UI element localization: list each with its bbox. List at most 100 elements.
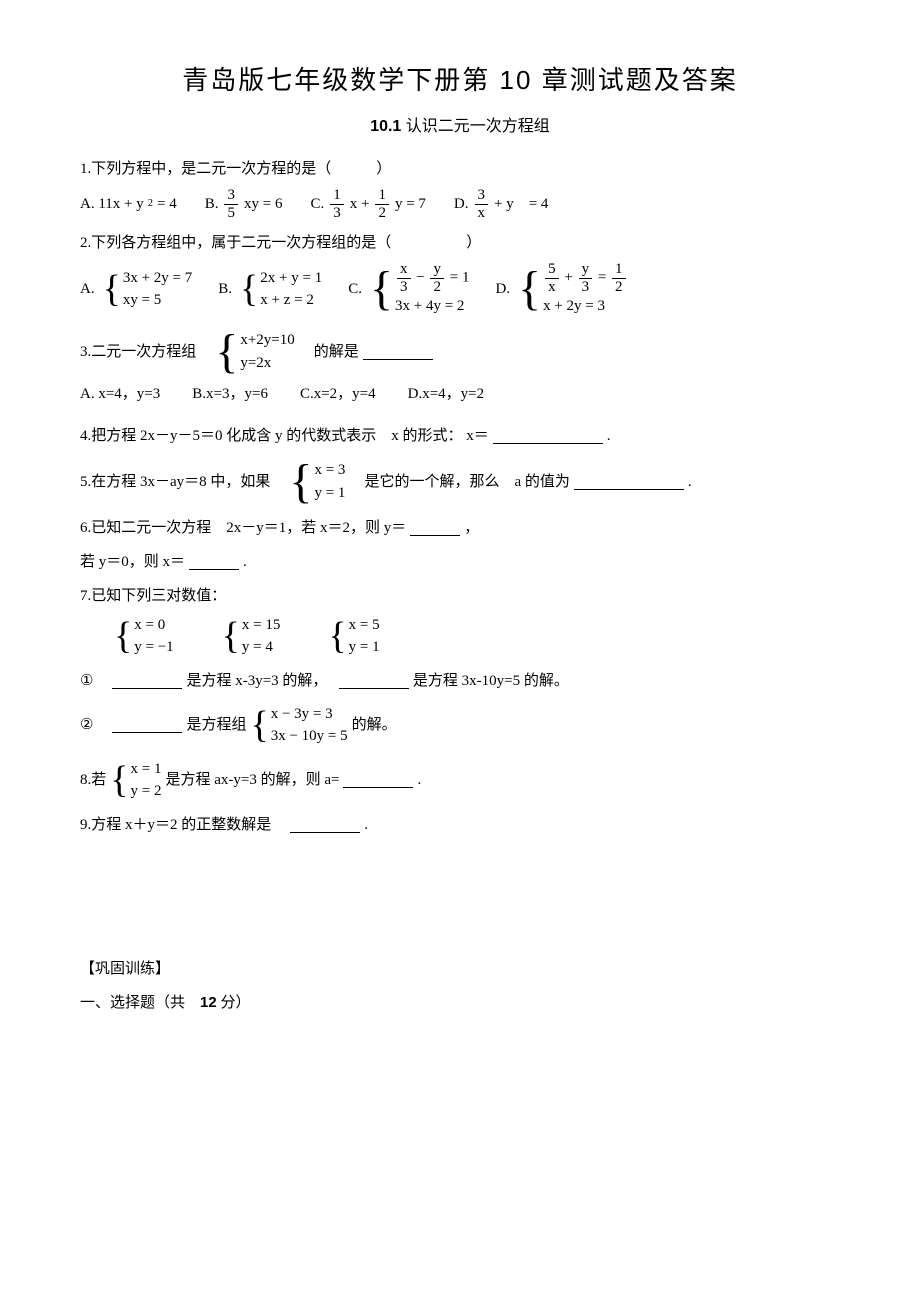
q8-post: . [417, 768, 421, 792]
sys-line: x = 15 [242, 614, 280, 637]
sys-line: y = 1 [314, 482, 345, 505]
sys-line: 2x + y = 1 [260, 267, 322, 290]
subtitle-text: 认识二元一次方程组 [406, 118, 550, 135]
q1-c-post: y = 7 [395, 192, 426, 216]
system-lines: x+2y=10 y=2x [240, 329, 294, 374]
q2-b-label: B. [218, 277, 232, 301]
system-lines: x = 1 y = 2 [131, 758, 162, 803]
sys-line: x+2y=10 [240, 329, 294, 352]
q9-pre: 9.方程 x＋y＝2 的正整数解是 [80, 813, 286, 837]
frac-num: y [579, 261, 593, 279]
q2-d-system: { 5x + y3 = 12 x + 2y = 3 [518, 261, 627, 318]
q1-stem-text: 1.下列方程中，是二元一次方程的是（ ） [80, 157, 391, 181]
sys-line: x + z = 2 [260, 289, 322, 312]
q2-options: A. { 3x + 2y = 7 xy = 5 B. { 2x + y = 1 … [80, 261, 840, 318]
frac-den: 2 [612, 279, 626, 296]
q3-opt-c: C.x=2，y=4 [300, 382, 376, 406]
q1-b-pre: B. [205, 192, 219, 216]
q4-pre: 4.把方程 2x－y－5＝0 化成含 y 的代数式表示 x 的形式： x＝ [80, 424, 489, 448]
sys-line: xy = 5 [123, 289, 192, 312]
frac: 12 [612, 261, 626, 295]
q7-pair3: { x = 5 y = 1 [328, 614, 379, 659]
answer-blank [363, 344, 433, 360]
sect-sub-pre: 一、选择题（共 [80, 995, 200, 1011]
q7-sub2: ② 是方程组 { x − 3y = 3 3x − 10y = 5 的解。 [80, 703, 840, 748]
q7-pair1: { x = 0 y = −1 [114, 614, 174, 659]
sys-line: y = 4 [242, 636, 280, 659]
answer-blank [493, 428, 603, 444]
q8-system: { x = 1 y = 2 [110, 758, 161, 803]
frac-num: 3 [224, 187, 238, 205]
frac-num: y [430, 261, 444, 279]
q7-s1-mid2: 是方程 3x-10y=5 的解。 [413, 669, 569, 693]
sys-line: x = 3 [314, 459, 345, 482]
frac-den: 3 [579, 279, 593, 296]
frac-den: 2 [430, 279, 444, 296]
sys-line: 5x + y3 = 12 [543, 261, 627, 295]
q1-b-post: xy = 6 [244, 192, 282, 216]
q1-stem: 1.下列方程中，是二元一次方程的是（ ） [80, 157, 840, 181]
sys-line: x = 0 [134, 614, 173, 637]
sect-sub-num: 12 [200, 994, 217, 1011]
q1-d-frac: 3x [475, 187, 489, 221]
system-lines: x = 3 y = 1 [314, 459, 345, 504]
brace-icon: { [222, 617, 240, 655]
q7-stem: 7.已知下列三对数值： [80, 584, 840, 608]
answer-blank [339, 673, 409, 689]
sys-line: x3 − y2 = 1 [395, 261, 469, 295]
frac-den: x [475, 205, 489, 222]
answer-blank [112, 673, 182, 689]
q7-s1-mid1: 是方程 x-3y=3 的解， [186, 669, 334, 693]
q7-s2-system: { x − 3y = 3 3x − 10y = 5 [250, 703, 347, 748]
sect-sub-post: 分） [217, 995, 251, 1011]
q1-c-mid: x + [350, 192, 370, 216]
frac-num: 1 [612, 261, 626, 279]
q7-pair2: { x = 15 y = 4 [222, 614, 281, 659]
q2-c-label: C. [348, 277, 362, 301]
q1-opt-a: A. 11x + y2 = 4 [80, 192, 177, 216]
q4: 4.把方程 2x－y－5＝0 化成含 y 的代数式表示 x 的形式： x＝ . [80, 424, 840, 448]
q1-a-pre: A. 11x + y [80, 192, 144, 216]
sys-line: y=2x [240, 352, 294, 375]
q2-opt-d: D. { 5x + y3 = 12 x + 2y = 3 [495, 261, 631, 318]
sys-line: y = 2 [131, 780, 162, 803]
system-lines: 2x + y = 1 x + z = 2 [260, 267, 322, 312]
sys-line: x − 3y = 3 [271, 703, 348, 726]
q3-opt-b: B.x=3，y=6 [192, 382, 268, 406]
q6-l2-post: . [243, 550, 247, 574]
brace-icon: { [114, 617, 132, 655]
frac-den: 3 [397, 279, 411, 296]
sys-line: x + 2y = 3 [543, 295, 627, 318]
q7-s2-post: 的解。 [352, 713, 397, 737]
q9-post: . [364, 813, 368, 837]
brace-icon: { [518, 265, 541, 313]
frac: 5x [545, 261, 559, 295]
frac-num: 5 [545, 261, 559, 279]
sys-line: 3x + 2y = 7 [123, 267, 192, 290]
subtitle-num: 10.1 [370, 118, 401, 135]
system-lines: x = 15 y = 4 [242, 614, 280, 659]
q3-stem: 3.二元一次方程组 { x+2y=10 y=2x 的解是 [80, 328, 840, 376]
brace-icon: { [289, 458, 312, 506]
q3-system: { x+2y=10 y=2x [215, 328, 294, 376]
answer-blank [343, 772, 413, 788]
q1-c-frac2: 12 [375, 187, 389, 221]
q2-d-label: D. [495, 277, 510, 301]
q8-mid: 是方程 ax-y=3 的解，则 a= [165, 768, 339, 792]
q9: 9.方程 x＋y＝2 的正整数解是 . [80, 813, 840, 837]
q1-opt-b: B. 35 xy = 6 [205, 187, 283, 221]
frac: y3 [579, 261, 593, 295]
q6-l1-pre: 6.已知二元一次方程 2x－y＝1，若 x＝2，则 y＝ [80, 516, 406, 540]
q2-a-system: { 3x + 2y = 7 xy = 5 [103, 267, 193, 312]
frac-num: 1 [375, 187, 389, 205]
brace-icon: { [328, 617, 346, 655]
txt: = [598, 270, 610, 286]
answer-blank [112, 717, 182, 733]
q1-opt-d: D. 3x + y = 4 [454, 187, 549, 221]
q7-s1-pre: ① [80, 669, 108, 693]
system-lines: x = 0 y = −1 [134, 614, 173, 659]
system-lines: x3 − y2 = 1 3x + 4y = 2 [395, 261, 469, 318]
q2-opt-c: C. { x3 − y2 = 1 3x + 4y = 2 [348, 261, 473, 318]
q2-c-system: { x3 − y2 = 1 3x + 4y = 2 [370, 261, 469, 318]
section-subheading: 一、选择题（共 12 分） [80, 991, 840, 1015]
